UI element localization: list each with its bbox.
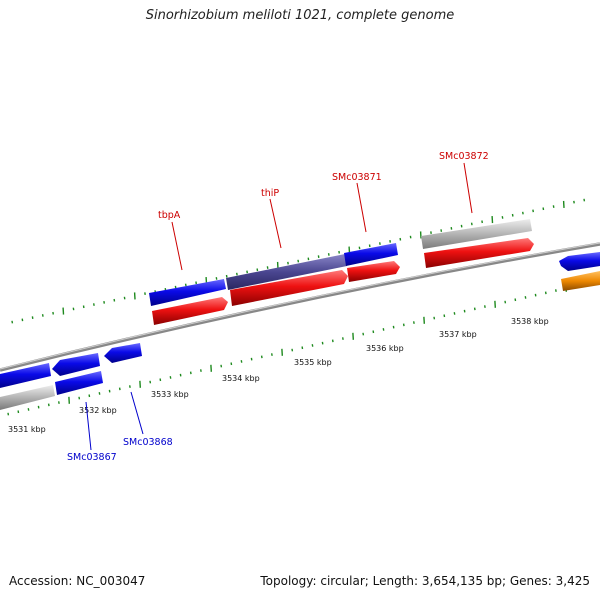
gene-feature-tbpA-reverse[interactable] xyxy=(152,297,228,325)
gene-feature-left-pseudo[interactable] xyxy=(0,385,55,410)
ruler-label: 3534 kbp xyxy=(222,374,260,383)
ruler-label: 3532 kbp xyxy=(79,406,117,415)
accession-text: Accession: NC_003047 xyxy=(9,574,146,588)
map-title: Sinorhizobium meliloti 1021, complete ge… xyxy=(145,8,455,23)
gene-feature-SMc03872-reverse[interactable] xyxy=(424,238,534,268)
gene-label-SMc03868[interactable]: SMc03868 xyxy=(123,437,173,448)
ruler-label: 3536 kbp xyxy=(366,344,404,353)
gene-feature-SMc03871-reverse[interactable] xyxy=(347,261,400,282)
gene-feature-left-forward-a[interactable] xyxy=(0,363,51,388)
leader-line-SMc03867 xyxy=(85,401,92,451)
ruler-label: 3535 kbp xyxy=(294,358,332,367)
gene-label-thiP[interactable]: thiP xyxy=(261,188,279,199)
gene-feature-thiP-highlight[interactable] xyxy=(226,254,347,290)
gene-leader-lines xyxy=(85,162,473,451)
left-features xyxy=(0,343,142,410)
gene-feature-left-forward-b[interactable] xyxy=(52,353,100,376)
ruler-label: 3537 kbp xyxy=(439,330,477,339)
gene-feature-SMc03871-forward[interactable] xyxy=(344,243,398,266)
gene-feature-SMc03867-forward[interactable] xyxy=(55,371,103,395)
leader-line-thiP xyxy=(269,198,282,249)
gene-feature-thiP-reverse[interactable] xyxy=(230,270,348,306)
gene-feature-edge-orange[interactable] xyxy=(561,271,600,291)
genome-backbone xyxy=(0,242,600,372)
ruler-label: 3538 kbp xyxy=(511,317,549,326)
ruler-label: 3533 kbp xyxy=(151,390,189,399)
leader-line-SMc03871 xyxy=(356,182,367,233)
leader-line-SMc03868 xyxy=(130,391,144,435)
gene-feature-SMc03872-pseudo[interactable] xyxy=(421,219,532,249)
reverse-strand-features xyxy=(152,238,600,325)
gene-label-SMc03867[interactable]: SMc03867 xyxy=(67,452,117,463)
gene-label-tbpA[interactable]: tbpA xyxy=(158,210,181,221)
inner-tick-ring xyxy=(7,284,578,416)
ruler-labels: 3531 kbp 3532 kbp 3533 kbp 3534 kbp 3535… xyxy=(8,317,549,434)
leader-line-tbpA xyxy=(171,221,183,271)
gene-label-SMc03872[interactable]: SMc03872 xyxy=(439,151,489,162)
outer-tick-ring xyxy=(11,198,586,324)
gene-feature-tbpA-forward[interactable] xyxy=(149,279,226,306)
genome-backbone-highlight xyxy=(0,242,600,370)
gene-feature-edge-forward[interactable] xyxy=(559,252,600,271)
genome-summary-text: Topology: circular; Length: 3,654,135 bp… xyxy=(260,574,590,588)
forward-strand-features xyxy=(149,219,600,306)
gene-label-SMc03871[interactable]: SMc03871 xyxy=(332,172,382,183)
gene-feature-left-forward-c[interactable] xyxy=(104,343,142,363)
gene-labels: tbpA thiP SMc03871 SMc03872 SMc03867 SMc… xyxy=(67,151,489,463)
ruler-label: 3531 kbp xyxy=(8,425,46,434)
leader-line-SMc03872 xyxy=(463,162,473,214)
